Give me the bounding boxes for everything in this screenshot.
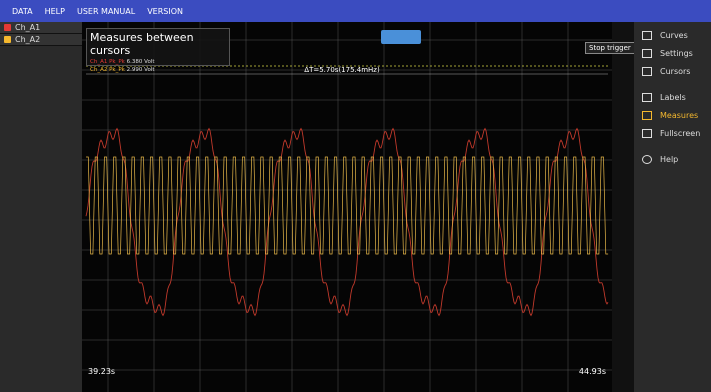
waveform — [85, 127, 609, 317]
menu-item[interactable]: VERSION — [147, 6, 184, 16]
channel-name: Ch_A2 — [15, 35, 41, 44]
channel-panel: Ch_A1 Ch_A2 — [0, 22, 82, 392]
cursor-end: 44.93s — [579, 367, 606, 376]
axis-strip — [612, 22, 634, 392]
menu-item[interactable]: DATA — [12, 6, 33, 16]
measure-channel: Ch_A2 — [90, 67, 108, 73]
measure-label: Pk_Pk — [109, 67, 125, 73]
measure-value: 2.990 Volt — [126, 67, 155, 73]
measures-title: Measures between cursors — [90, 31, 194, 57]
measures-box: Measures between cursors Ch_A1 Pk_Pk 6.3… — [86, 28, 230, 73]
swatch — [4, 36, 11, 43]
side-item[interactable]: Settings — [634, 44, 711, 62]
side-item[interactable]: Measures — [634, 106, 711, 124]
side-label: Cursors — [660, 66, 691, 76]
cursor-delta: ΔT=5.70s(175.4mHz) — [304, 66, 380, 74]
channel-name: Ch_A1 — [15, 23, 41, 32]
measure-line: Ch_A2 Pk_Pk 2.990 Volt — [87, 66, 229, 74]
menu-item[interactable]: USER MANUAL — [76, 6, 136, 16]
side-label: Labels — [660, 92, 686, 102]
side-label: Measures — [660, 110, 699, 120]
side-label: Help — [660, 154, 679, 164]
side-label: Settings — [660, 48, 693, 58]
side-item[interactable]: Cursors — [634, 62, 711, 80]
menu-item[interactable]: HELP — [44, 6, 65, 16]
side-label: Fullscreen — [660, 128, 701, 138]
measure-value: 6.380 Volt — [126, 59, 155, 65]
side-item[interactable]: Curves — [634, 26, 711, 44]
side-item[interactable]: Labels — [634, 88, 711, 106]
measure-line: Ch_A1 Pk_Pk 6.380 Volt — [87, 58, 229, 66]
stop-trigger-button[interactable]: Stop trigger — [585, 42, 635, 54]
trigger-indicator[interactable] — [381, 30, 421, 44]
side-menu: Curves Settings Cursors Labels Measures … — [634, 22, 711, 392]
menu-bar: DATA HELP USER MANUAL VERSION — [0, 0, 711, 22]
swatch — [4, 24, 11, 31]
side-item[interactable]: Help — [634, 150, 711, 168]
cursor-start: 39.23s — [88, 367, 115, 376]
channel[interactable]: Ch_A1 — [0, 22, 82, 34]
scope-plot: ΔT=5.70s(175.4mHz) 39.23s 44.93s — [82, 22, 634, 392]
channel[interactable]: Ch_A2 — [0, 34, 82, 46]
measure-channel: Ch_A1 — [90, 59, 108, 65]
side-label: Curves — [660, 30, 688, 40]
waveform — [86, 156, 609, 255]
measure-label: Pk_Pk — [109, 59, 125, 65]
side-item[interactable]: Fullscreen — [634, 124, 711, 142]
